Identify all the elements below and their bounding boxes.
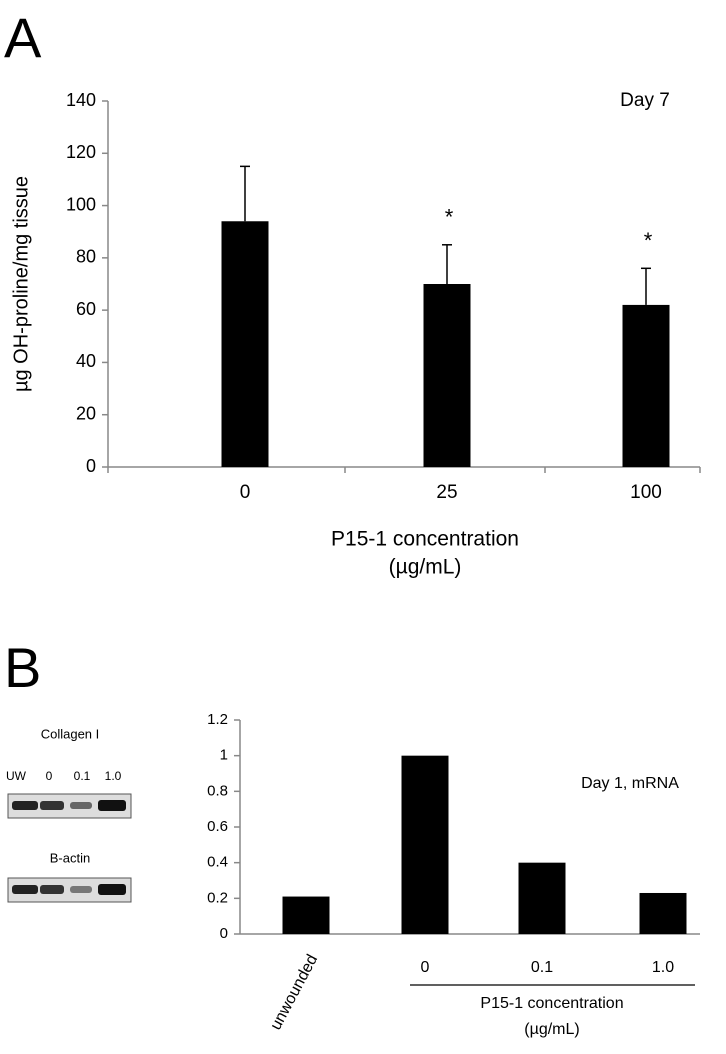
bar (423, 284, 471, 467)
bar (401, 755, 449, 934)
annotation: Day 1, mRNA (581, 775, 679, 792)
bar (639, 892, 687, 934)
y-tick-label: 0.6 (207, 818, 228, 835)
y-tick-label: 0.8 (207, 782, 228, 799)
blot-title: Collagen I (41, 726, 100, 741)
y-tick-label: 0.2 (207, 889, 228, 906)
y-tick-label: 0.4 (207, 854, 228, 871)
bar (518, 862, 566, 934)
blot-lane: 0 (46, 769, 53, 783)
y-tick-label: 40 (76, 351, 96, 371)
blot-lane: 0.1 (74, 769, 91, 783)
bar (622, 304, 670, 467)
panel-label: B (4, 636, 41, 699)
significance: * (644, 228, 653, 253)
x-tick-label: 1.0 (652, 959, 674, 976)
y-tick-label: 20 (76, 403, 96, 423)
y-tick-label: 0 (220, 925, 228, 942)
blot-image (7, 877, 132, 903)
group-label: P15-1 concentration (480, 995, 623, 1012)
y-tick-label: 140 (66, 90, 96, 110)
x-tick-label: 0 (421, 959, 430, 976)
bar (221, 221, 269, 467)
bar (282, 896, 330, 934)
significance: * (445, 205, 454, 230)
x-axis-title: P15-1 concentration (331, 528, 519, 551)
x-tick-label: unwounded (267, 952, 321, 1033)
x-tick-label: 100 (630, 482, 662, 503)
annotation: Day 7 (620, 90, 670, 111)
blot-title: B-actin (50, 850, 90, 865)
y-tick-label: 120 (66, 142, 96, 162)
blot-lane: 1.0 (105, 769, 122, 783)
panel-label: A (4, 6, 42, 69)
y-tick-label: 100 (66, 194, 96, 214)
x-axis-title: (µg/mL) (389, 556, 462, 579)
y-axis-title: µg OH-proline/mg tissue (10, 176, 32, 392)
y-tick-label: 1 (220, 747, 228, 764)
group-label: (µg/mL) (524, 1021, 579, 1038)
blot-lane: UW (6, 769, 27, 783)
x-tick-label: 0.1 (531, 959, 553, 976)
x-tick-label: 25 (436, 482, 457, 503)
y-tick-label: 60 (76, 299, 96, 319)
y-tick-label: 0 (86, 456, 96, 476)
y-tick-label: 1.2 (207, 711, 228, 728)
x-tick-label: 0 (240, 482, 251, 503)
y-tick-label: 80 (76, 247, 96, 267)
blot-image (7, 793, 132, 819)
